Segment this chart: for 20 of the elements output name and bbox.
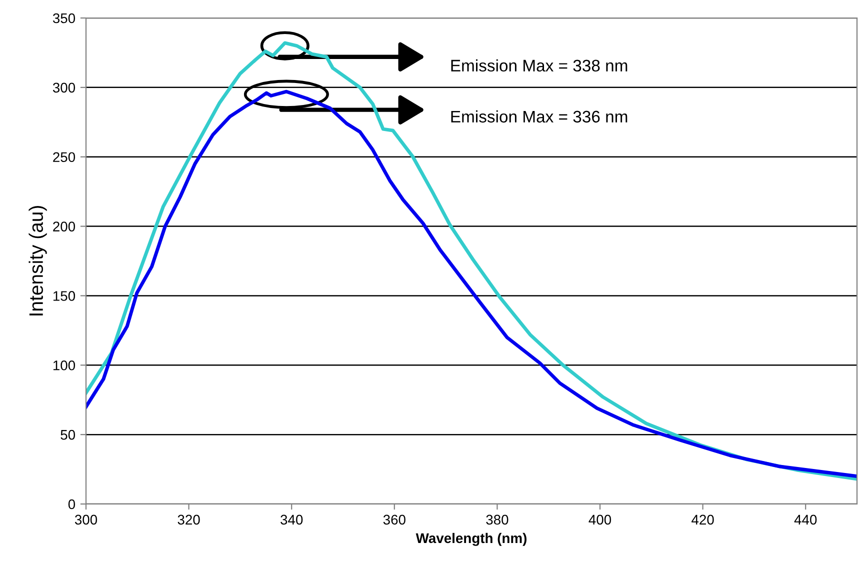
x-tick-label: 360 <box>383 514 406 525</box>
annotation: Emission Max = 338 nm <box>451 59 628 72</box>
y-tick-label: 300 <box>52 82 76 93</box>
x-tick-label: 300 <box>74 514 98 525</box>
y-tick-label: 150 <box>53 291 76 301</box>
x-tick-label: 440 <box>794 514 817 525</box>
y-axis-title: Intensity (au) <box>28 206 47 316</box>
x-tick-label: 420 <box>692 514 714 525</box>
y-tick-label: 50 <box>60 430 76 440</box>
y-tick-label: 350 <box>52 13 76 24</box>
y-tick-label: 200 <box>53 222 76 232</box>
y-tick-label: 100 <box>53 360 76 370</box>
annotation: Emission Max = 336 nm <box>451 110 628 123</box>
x-tick-label: 380 <box>486 514 508 525</box>
y-tick-label: 250 <box>53 152 76 162</box>
x-axis-title: Wavelength (nm) <box>416 532 526 546</box>
x-tick-label: 320 <box>178 514 200 525</box>
x-tick-label: 400 <box>588 514 612 525</box>
x-tick-label: 340 <box>280 514 303 525</box>
y-tick-label: 0 <box>68 499 76 510</box>
